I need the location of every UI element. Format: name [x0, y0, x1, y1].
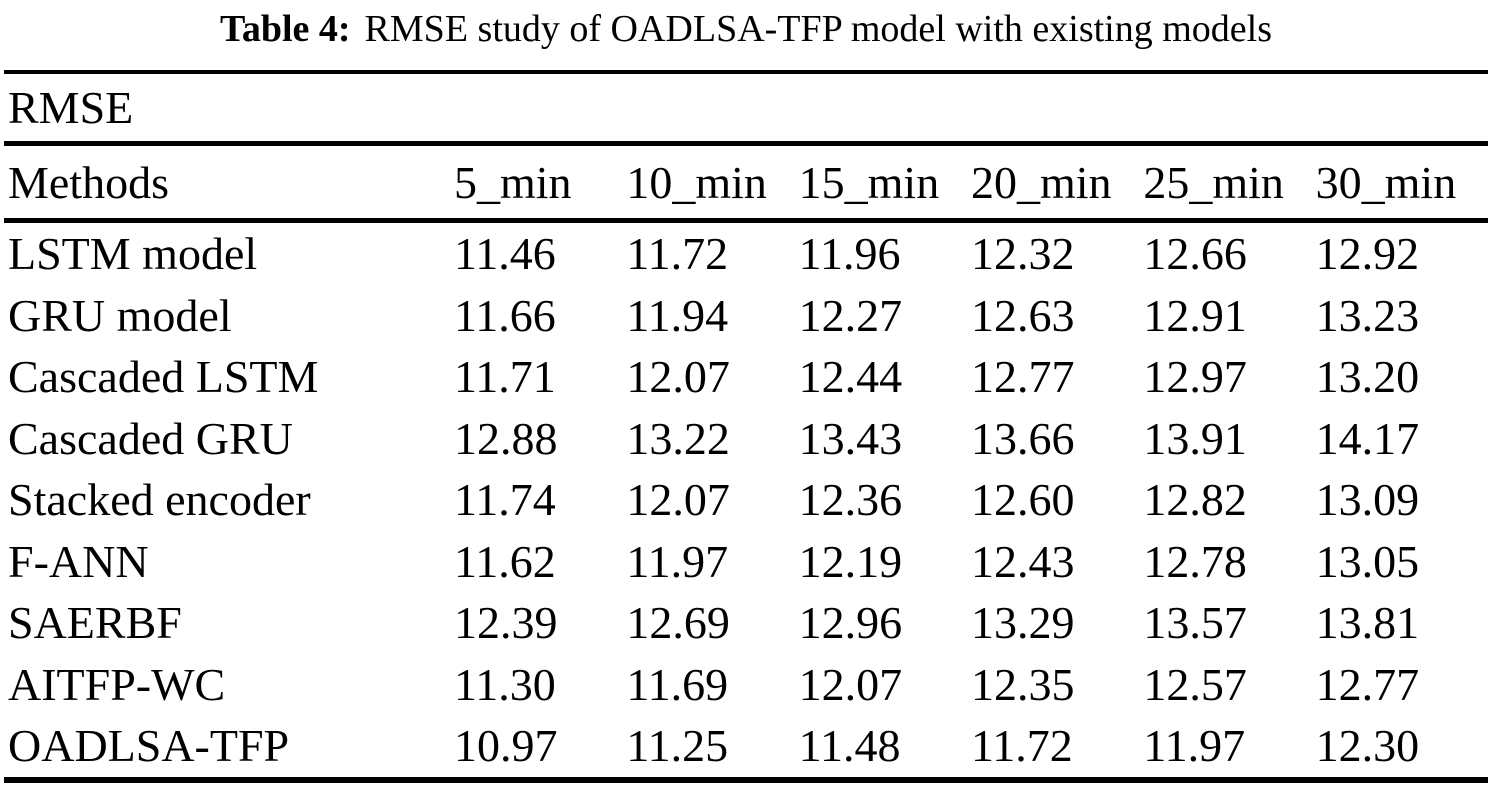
value-cell: 12.44: [798, 351, 903, 403]
value-cell: 11.69: [626, 658, 729, 710]
value-cell: 12.19: [798, 535, 903, 587]
column-header-10min: 10_min: [626, 156, 767, 208]
value-cell: 13.22: [626, 412, 730, 464]
table-row: SAERBF 12.39 12.69 12.96 13.29 13.57 13.…: [4, 592, 1488, 654]
value-cell: 13.91: [1143, 412, 1247, 464]
value-cell: 12.63: [970, 289, 1075, 341]
value-cell: 11.66: [454, 289, 556, 341]
value-cell: 13.09: [1315, 474, 1420, 526]
column-header-5min: 5_min: [454, 156, 572, 208]
table-row: Cascaded LSTM 11.71 12.07 12.44 12.77 12…: [4, 346, 1488, 408]
column-header-30min: 30_min: [1315, 156, 1457, 208]
value-cell: 11.72: [970, 720, 1073, 772]
value-cell: 11.62: [454, 535, 556, 587]
value-cell: 11.97: [1143, 720, 1246, 772]
method-name: GRU model: [8, 289, 232, 341]
method-name: F-ANN: [8, 535, 149, 587]
value-cell: 13.57: [1143, 597, 1247, 649]
value-cell: 12.27: [798, 289, 903, 341]
value-cell: 12.07: [798, 658, 903, 710]
column-header-25min: 25_min: [1143, 156, 1284, 208]
value-cell: 11.97: [626, 535, 729, 587]
value-cell: 12.91: [1143, 289, 1247, 341]
table-row: F-ANN 11.62 11.97 12.19 12.43 12.78 13.0…: [4, 531, 1488, 593]
value-cell: 13.20: [1315, 351, 1420, 403]
value-cell: 12.77: [970, 351, 1075, 403]
value-cell: 13.05: [1315, 535, 1420, 587]
column-header-15min: 15_min: [798, 156, 940, 208]
method-name: AITFP-WC: [8, 658, 226, 710]
table-column-header-row: Methods 5_min 10_min 15_min 20_min 25_mi…: [4, 146, 1488, 223]
value-cell: 14.17: [1315, 412, 1420, 464]
table-row: Cascaded GRU 12.88 13.22 13.43 13.66 13.…: [4, 408, 1488, 470]
value-cell: 11.72: [626, 228, 729, 280]
value-cell: 12.88: [454, 412, 558, 464]
method-name: OADLSA-TFP: [8, 720, 290, 772]
value-cell: 11.30: [454, 658, 556, 710]
value-cell: 12.07: [626, 474, 730, 526]
value-cell: 12.60: [970, 474, 1075, 526]
value-cell: 11.74: [454, 474, 556, 526]
value-cell: 11.46: [454, 228, 556, 280]
table-caption: Table 4: RMSE study of OADLSA-TFP model w…: [0, 0, 1492, 70]
table-row: GRU model 11.66 11.94 12.27 12.63 12.91 …: [4, 285, 1488, 347]
table-row: Stacked encoder 11.74 12.07 12.36 12.60 …: [4, 469, 1488, 531]
value-cell: 13.43: [798, 412, 903, 464]
value-cell: 12.69: [626, 597, 730, 649]
value-cell: 12.66: [1143, 228, 1247, 280]
table-row: AITFP-WC 11.30 11.69 12.07 12.35 12.57 1…: [4, 654, 1488, 716]
value-cell: 13.29: [970, 597, 1075, 649]
method-name: SAERBF: [8, 597, 182, 649]
value-cell: 11.48: [798, 720, 901, 772]
value-cell: 12.78: [1143, 535, 1247, 587]
table-row: LSTM model 11.46 11.72 11.96 12.32 12.66…: [4, 223, 1488, 285]
value-cell: 12.97: [1143, 351, 1247, 403]
table-caption-text: RMSE study of OADLSA-TFP model with exis…: [364, 8, 1273, 50]
value-cell: 12.82: [1143, 474, 1247, 526]
value-cell: 13.81: [1315, 597, 1420, 649]
rmse-comparison-table: RMSE Methods 5_min 10_min 15_min 20_min …: [4, 70, 1488, 783]
value-cell: 12.92: [1315, 228, 1420, 280]
column-header-methods: Methods: [8, 156, 169, 208]
value-cell: 12.77: [1315, 658, 1420, 710]
value-cell: 12.32: [970, 228, 1075, 280]
value-cell: 12.39: [454, 597, 558, 649]
table-group-header-row: RMSE: [4, 74, 1488, 146]
value-cell: 12.57: [1143, 658, 1247, 710]
value-cell: 12.36: [798, 474, 903, 526]
column-header-20min: 20_min: [970, 156, 1112, 208]
value-cell: 11.71: [454, 351, 556, 403]
method-name: Cascaded LSTM: [8, 351, 319, 403]
value-cell: 11.96: [798, 228, 901, 280]
method-name: LSTM model: [8, 228, 258, 280]
value-cell: 13.66: [970, 412, 1075, 464]
value-cell: 12.30: [1315, 720, 1420, 772]
value-cell: 10.97: [454, 720, 558, 772]
value-cell: 12.43: [970, 535, 1075, 587]
method-name: Stacked encoder: [8, 474, 311, 526]
value-cell: 11.25: [626, 720, 729, 772]
value-cell: 11.94: [626, 289, 729, 341]
method-name: Cascaded GRU: [8, 412, 293, 464]
table-row: OADLSA-TFP 10.97 11.25 11.48 11.72 11.97…: [4, 715, 1488, 777]
value-cell: 12.07: [626, 351, 730, 403]
value-cell: 13.23: [1315, 289, 1420, 341]
metric-group-label: RMSE: [8, 82, 134, 133]
value-cell: 12.96: [798, 597, 903, 649]
table-caption-label: Table 4:: [219, 8, 351, 50]
value-cell: 12.35: [970, 658, 1075, 710]
